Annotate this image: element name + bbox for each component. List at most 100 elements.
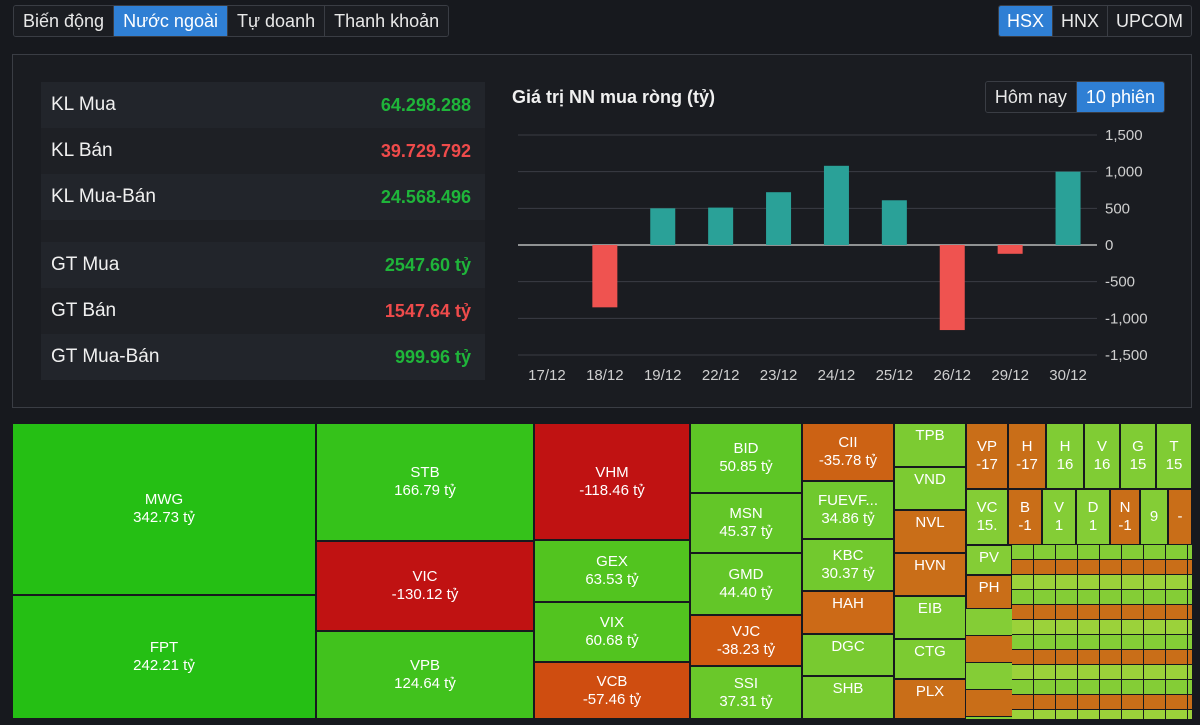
y-tick-label: 0 [1105,237,1113,254]
treemap-cell[interactable]: VND [894,467,966,510]
treemap-cell[interactable]: VHM -118.46 tỷ [534,423,690,540]
treemap-value: 166.79 tỷ [394,482,456,499]
treemap-cell[interactable]: FUEVF... 34.86 tỷ [802,481,894,539]
treemap-cell[interactable]: VJC -38.23 tỷ [690,615,802,666]
treemap-cell[interactable]: CTG [894,639,966,679]
treemap-cell[interactable]: HAH [802,591,894,634]
treemap-cell[interactable]: GEX 63.53 tỷ [534,540,690,602]
treemap-cell[interactable]: MWG 342.73 tỷ [12,423,316,595]
treemap-cell[interactable]: STB 166.79 tỷ [316,423,534,541]
treemap-cell[interactable]: VC 15. [966,489,1008,545]
bar[interactable] [592,245,618,308]
treemap-ticker: DGC [831,638,865,655]
treemap-cell[interactable]: GMD 44.40 tỷ [690,553,802,615]
treemap-ticker: FPT [149,639,179,656]
tab-nuoc-ngoai[interactable]: Nước ngoài [114,6,228,36]
stat-label: KL Mua-Bán [51,186,156,207]
treemap-cell[interactable]: SSI 37.31 tỷ [690,666,802,719]
treemap-cell[interactable]: HVN [894,553,966,596]
treemap-value: 60.68 tỷ [585,632,639,649]
treemap-cell[interactable]: CII -35.78 tỷ [802,423,894,481]
treemap-cell[interactable]: VPB 124.64 tỷ [316,631,534,719]
treemap-cell[interactable]: PV [966,545,1012,575]
bar[interactable] [823,165,849,245]
treemap-cell[interactable]: SHB [802,676,894,719]
treemap-cell[interactable]: G 15 [1120,423,1156,489]
treemap-tiny-cells [1012,545,1192,719]
treemap-value: 15 [1165,456,1183,473]
bar[interactable] [708,207,734,245]
treemap-ticker: 9 [1149,508,1159,525]
treemap-value: -17 [1016,456,1038,473]
treemap-value: 15. [976,517,998,534]
treemap-value: -1 [1118,517,1132,534]
x-tick-label: 29/12 [991,367,1029,384]
treemap-value: 63.53 tỷ [585,571,639,588]
tab-upcom[interactable]: UPCOM [1108,6,1191,36]
stat-value: 2547.60 tỷ [384,254,471,275]
treemap-ticker: VND [914,471,946,488]
treemap-ticker: KBC [832,547,864,564]
stat-row-gt-mua: GT Mua 2547.60 tỷ [41,242,485,288]
treemap-cell[interactable]: T 15 [1156,423,1192,489]
treemap-cell[interactable]: NVL [894,510,966,553]
range-today-button[interactable]: Hôm nay [985,82,1077,112]
treemap-value: -35.78 tỷ [818,452,878,469]
bar[interactable] [881,200,907,245]
view-tabs: Biến động Nước ngoài Tự doanh Thanh khoả… [13,5,450,37]
treemap-cell[interactable]: VIC -130.12 tỷ [316,541,534,631]
x-tick-label: 19/12 [644,367,682,384]
treemap-cell[interactable]: D 1 [1076,489,1110,545]
bar[interactable] [1055,171,1081,245]
stat-label: GT Mua [51,254,120,275]
treemap-cell[interactable]: V 16 [1084,423,1120,489]
treemap-cell[interactable]: V 1 [1042,489,1076,545]
treemap-value: 16 [1056,456,1074,473]
treemap-cell[interactable]: VIX 60.68 tỷ [534,602,690,662]
treemap-ticker: HAH [832,595,864,612]
treemap-cell[interactable]: B -1 [1008,489,1042,545]
treemap-cell[interactable]: N -1 [1110,489,1140,545]
tab-hnx[interactable]: HNX [1052,6,1108,36]
treemap-ticker: MWG [144,491,184,508]
treemap-ticker: CTG [914,643,946,660]
bar[interactable] [766,192,792,245]
treemap-cell[interactable]: MSN 45.37 tỷ [690,493,802,553]
treemap-cell[interactable]: 9 [1140,489,1168,545]
treemap-cell[interactable]: PH [966,575,1012,609]
treemap-cell[interactable]: PLX [894,679,966,719]
stat-label: GT Bán [51,300,117,321]
stat-label: GT Mua-Bán [51,346,160,367]
treemap-cell[interactable]: BID 50.85 tỷ [690,423,802,493]
treemap-ticker: B [1019,499,1030,516]
tab-bien-dong[interactable]: Biến động [14,6,115,36]
exchange-tabs: HSX HNX UPCOM [997,5,1192,37]
treemap-ticker: GEX [596,553,628,570]
x-tick-label: 17/12 [528,367,566,384]
tab-hsx[interactable]: HSX [998,6,1053,36]
bar[interactable] [650,208,676,245]
treemap-cell[interactable]: DGC [802,634,894,676]
treemap-cell[interactable]: TPB [894,423,966,467]
treemap-cell[interactable]: VP -17 [966,423,1008,489]
treemap-tiny-cells [966,609,1012,719]
bar[interactable] [997,245,1023,254]
bar[interactable] [939,245,965,331]
treemap-cell[interactable]: H 16 [1046,423,1084,489]
y-tick-label: -1,500 [1105,347,1148,364]
treemap-cell[interactable]: FPT 242.21 tỷ [12,595,316,719]
stat-row-kl-mua: KL Mua 64.298.288 [41,82,485,128]
treemap-cell[interactable]: - [1168,489,1192,545]
tab-thanh-khoan[interactable]: Thanh khoản [325,6,449,36]
treemap-ticker: STB [410,464,440,481]
foreign-trading-panel: KL Mua 64.298.288 KL Bán 39.729.792 KL M… [12,54,1192,408]
treemap-value: 1 [1088,517,1098,534]
treemap-cell[interactable]: KBC 30.37 tỷ [802,539,894,591]
treemap-value: 34.86 tỷ [821,510,875,527]
treemap-cell[interactable]: H -17 [1008,423,1046,489]
stat-separator [41,220,485,242]
range-10-sessions-button[interactable]: 10 phiên [1076,82,1164,112]
treemap-cell[interactable]: EIB [894,596,966,639]
tab-tu-doanh[interactable]: Tự doanh [227,6,326,36]
treemap-cell[interactable]: VCB -57.46 tỷ [534,662,690,719]
